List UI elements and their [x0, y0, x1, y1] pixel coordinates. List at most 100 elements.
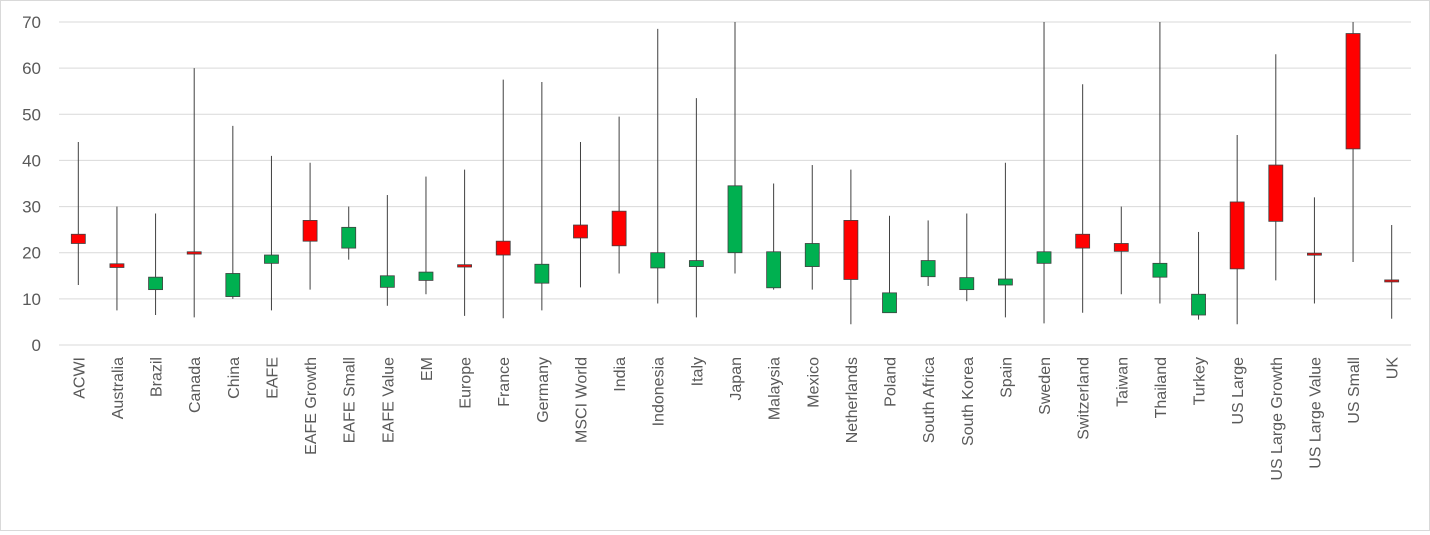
y-tick-label: 40: [22, 151, 41, 170]
x-tick-label: EAFE Growth: [303, 357, 320, 455]
x-tick-label: Italy: [689, 357, 706, 386]
candle-body: [379, 275, 395, 288]
candle-body: [534, 263, 550, 284]
candle: [109, 206, 125, 311]
candle-body: [804, 243, 820, 267]
candle: [1345, 22, 1361, 262]
candles: [70, 22, 1400, 325]
candle-body: [727, 185, 743, 254]
x-tick-label: Taiwan: [1114, 357, 1131, 407]
x-tick-label: South Korea: [960, 357, 977, 446]
candle: [611, 116, 627, 274]
candle: [1075, 84, 1091, 313]
y-axis-ticks: 0 10 20 30 40 50 60 70: [22, 13, 41, 355]
candle: [1113, 206, 1129, 295]
x-tick-label: EM: [419, 357, 436, 381]
y-tick-label: 20: [22, 244, 41, 263]
x-tick-label: US Large Growth: [1269, 357, 1286, 481]
candle-body: [418, 271, 434, 281]
candle: [70, 141, 86, 286]
candle-body: [650, 252, 666, 269]
candle-body: [766, 251, 782, 289]
candle-body: [109, 263, 125, 268]
x-tick-label: India: [612, 357, 629, 392]
x-tick-label: Turkey: [1192, 357, 1209, 405]
x-tick-label: Germany: [535, 357, 552, 423]
candle-body: [341, 226, 357, 249]
x-tick-label: Australia: [110, 357, 127, 419]
x-tick-label: Sweden: [1037, 357, 1054, 415]
x-tick-label: ACWI: [71, 357, 88, 399]
x-tick-label: Switzerland: [1076, 357, 1093, 440]
x-tick-label: Japan: [728, 357, 745, 401]
x-tick-label: France: [496, 357, 513, 407]
y-tick-label: 60: [22, 59, 41, 78]
candle: [418, 176, 434, 295]
candle: [688, 98, 704, 318]
x-tick-label: US Large Value: [1307, 357, 1324, 469]
candle: [1268, 54, 1284, 281]
candle-body: [1075, 233, 1091, 249]
x-tick-label: Poland: [883, 357, 900, 407]
candle: [843, 169, 859, 325]
candle-body: [1268, 164, 1284, 222]
x-tick-label: EAFE Value: [380, 357, 397, 443]
y-tick-label: 30: [22, 198, 41, 217]
candle-body: [1307, 252, 1322, 256]
candle: [186, 68, 202, 318]
candle: [457, 169, 473, 316]
candle-body: [70, 233, 86, 244]
candle: [766, 183, 782, 290]
candle-body: [920, 260, 936, 278]
y-tick-label: 70: [22, 13, 41, 32]
candle: [959, 213, 975, 302]
candle: [225, 125, 241, 299]
candle-body: [959, 277, 975, 291]
candle: [1229, 135, 1245, 325]
candle-body: [611, 210, 627, 247]
x-tick-label: MSCI World: [573, 357, 590, 443]
x-tick-label: UK: [1385, 357, 1402, 380]
candle: [573, 141, 588, 288]
x-tick-label: EAFE Small: [342, 357, 359, 443]
candle: [1036, 22, 1052, 324]
candle: [341, 206, 357, 260]
x-tick-label: Thailand: [1153, 357, 1170, 418]
candle-body: [186, 251, 202, 255]
candle: [534, 81, 550, 311]
candle: [1307, 197, 1322, 304]
candle: [804, 165, 820, 290]
candle: [1152, 22, 1168, 304]
candle-body: [148, 276, 163, 291]
candle-body: [688, 260, 704, 267]
x-axis-ticks: ACWI Australia Brazil Canada China EAFE EAFE G…: [71, 357, 1401, 481]
x-tick-label: US Large: [1230, 357, 1247, 425]
x-tick-label: Malaysia: [767, 357, 784, 420]
candle: [727, 22, 743, 274]
candle-body: [457, 264, 473, 268]
candle: [882, 215, 897, 314]
candle-body: [1152, 262, 1168, 278]
x-tick-label: EAFE: [264, 357, 281, 399]
candle: [1191, 231, 1206, 320]
candle-body: [882, 292, 897, 314]
y-tick-label: 10: [22, 290, 41, 309]
candle-body: [843, 220, 859, 280]
candle: [264, 155, 279, 311]
candle: [495, 79, 511, 319]
x-tick-label: South Africa: [921, 357, 938, 443]
candle-body: [1036, 251, 1052, 264]
candle-body: [573, 224, 588, 239]
x-tick-label: China: [226, 357, 243, 399]
candle-body: [495, 240, 511, 256]
x-tick-label: Indonesia: [651, 357, 668, 426]
candle-body: [1229, 201, 1245, 270]
candle-body: [264, 254, 279, 264]
candle: [379, 195, 395, 306]
candle-body: [225, 273, 241, 297]
y-tick-label: 0: [32, 336, 41, 355]
x-tick-label: Europe: [458, 357, 475, 409]
y-tick-label: 50: [22, 105, 41, 124]
